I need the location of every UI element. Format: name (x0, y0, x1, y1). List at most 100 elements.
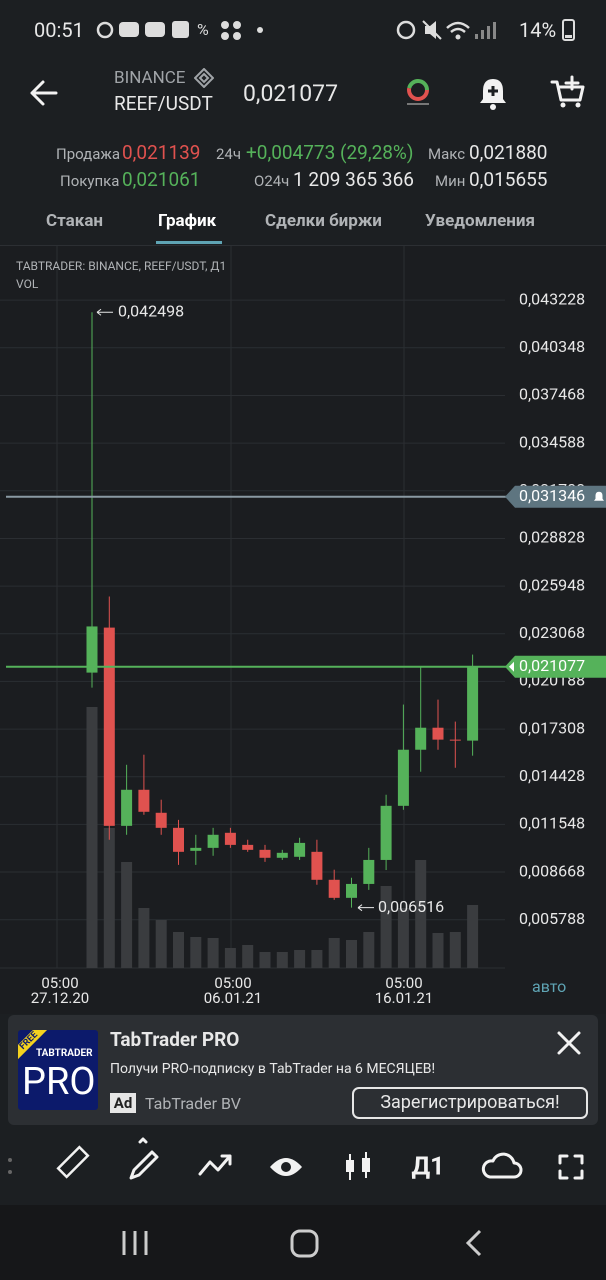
tab[interactable]: Стакан (46, 211, 104, 231)
candle-body (363, 859, 375, 884)
navigation-bar (0, 1205, 606, 1280)
y-tick-label: 0,017308 (519, 718, 585, 737)
chart-type-tool[interactable] (346, 1152, 370, 1180)
low-note-arrow (357, 904, 374, 912)
min-price: 0,015655 (469, 168, 548, 191)
volume-bar (155, 920, 167, 968)
partner-logo[interactable] (404, 78, 432, 108)
ad-button[interactable]: Зарегистрироваться! (352, 1087, 588, 1119)
home-button[interactable] (290, 1229, 319, 1258)
high-note-arrow (96, 308, 113, 316)
tab[interactable]: Сделки биржи (265, 211, 382, 231)
candle-body (86, 626, 98, 673)
cloud-tool[interactable] (481, 1152, 523, 1179)
alert-bell (594, 491, 604, 501)
exchange-name: BINANCE (114, 68, 186, 88)
volume-bar (363, 932, 375, 968)
status-system-icons (396, 20, 496, 40)
ad-logo-text: PRO (22, 1060, 96, 1104)
volume-bar (103, 828, 115, 968)
ruler-tool[interactable] (56, 1145, 90, 1179)
alert-label: 0,031346 (519, 486, 585, 505)
candle-body (276, 852, 288, 858)
svg-text:%: % (197, 20, 209, 39)
volume-24h: 1 209 365 366 (293, 168, 414, 191)
battery-icon (562, 19, 575, 41)
max-price: 0,021880 (469, 141, 548, 164)
scale-mode: авто (532, 977, 566, 996)
volume-bar (259, 952, 271, 968)
indicators-tool[interactable] (198, 1154, 232, 1176)
y-tick-label: 0,011548 (519, 814, 585, 833)
last-price-tag (505, 655, 606, 678)
volume-bar (190, 937, 202, 968)
last-price-label: 0,021077 (519, 656, 585, 675)
volume-bar (449, 932, 461, 968)
volume-bar (415, 860, 427, 968)
x-tick-time: 05:00 (385, 974, 422, 992)
candle-body (380, 805, 392, 860)
candle-body (449, 739, 461, 741)
candle-body (173, 827, 184, 852)
back-nav-button[interactable] (465, 1229, 482, 1257)
volume-bar (207, 938, 219, 968)
volume-legend: VOL (16, 277, 39, 291)
volume-bar (467, 905, 479, 968)
ad-banner[interactable] (8, 1015, 598, 1125)
y-tick-label: 0,023068 (519, 623, 585, 642)
candle-body (224, 832, 236, 845)
candle-body (103, 627, 115, 826)
high-note-label: 0,042498 (118, 301, 184, 320)
draw-tool[interactable] (129, 1137, 159, 1180)
ad-badge: Ad (110, 1093, 136, 1113)
candle-body (155, 812, 167, 828)
ad-title: TabTrader PRO (110, 1028, 240, 1051)
candle-body (311, 851, 323, 880)
volume-bar (224, 948, 236, 968)
chart-background (0, 246, 606, 1014)
candle-body (346, 883, 357, 898)
navigation-buttons (122, 1229, 482, 1258)
visibility-tool[interactable] (270, 1158, 302, 1176)
candle-body (121, 789, 133, 826)
y-tick-label: 0,028828 (519, 528, 585, 547)
volume-bar (294, 950, 306, 968)
candle-body (328, 879, 340, 898)
y-tick-label: 0,014428 (519, 766, 585, 785)
volume-bar (397, 908, 409, 968)
chart-toolbar: Д1 (8, 1137, 584, 1182)
y-tick-label: 0,025948 (519, 575, 585, 594)
candle-body (397, 749, 409, 806)
alert-tag (505, 485, 606, 508)
change-24h: +0,004773 (29,28%) (246, 141, 414, 164)
volume-bar (432, 933, 444, 968)
candle-body (415, 727, 427, 750)
last-price-pointer (509, 661, 514, 672)
timeframe-button[interactable]: Д1 (412, 1153, 445, 1182)
exchange-logo (194, 68, 214, 88)
y-tick-label: 0,034588 (519, 432, 585, 451)
candle-body (294, 842, 306, 857)
fullscreen-tool[interactable] (558, 1154, 584, 1180)
max-label: Макс (428, 145, 466, 163)
sell-label: Продажа (56, 145, 121, 163)
candle-body (432, 727, 444, 740)
candle-body (259, 849, 271, 858)
ad-close[interactable] (556, 1030, 582, 1056)
min-label: Мин (435, 172, 466, 190)
tab[interactable]: Уведомления (425, 211, 536, 231)
recent-apps-button[interactable] (122, 1231, 148, 1255)
x-tick-date: 27.12.20 (31, 989, 90, 1007)
buy-label: Покупка (60, 172, 120, 190)
tab-active[interactable]: График (158, 211, 217, 231)
volume-bar (276, 952, 288, 968)
price-chart[interactable]: TABTRADER: BINANCE, REEF/USDT, Д1 VOL 0,… (0, 246, 606, 1014)
x-tick-time: 05:00 (214, 974, 251, 992)
volume-bar (86, 707, 98, 968)
alerts-button[interactable] (476, 76, 510, 110)
back-button[interactable] (28, 78, 60, 108)
header-price: 0,021077 (243, 80, 339, 107)
x-tick-date: 16.01.21 (375, 989, 434, 1007)
volume-bar (242, 945, 254, 968)
add-to-cart-button[interactable] (550, 74, 586, 110)
